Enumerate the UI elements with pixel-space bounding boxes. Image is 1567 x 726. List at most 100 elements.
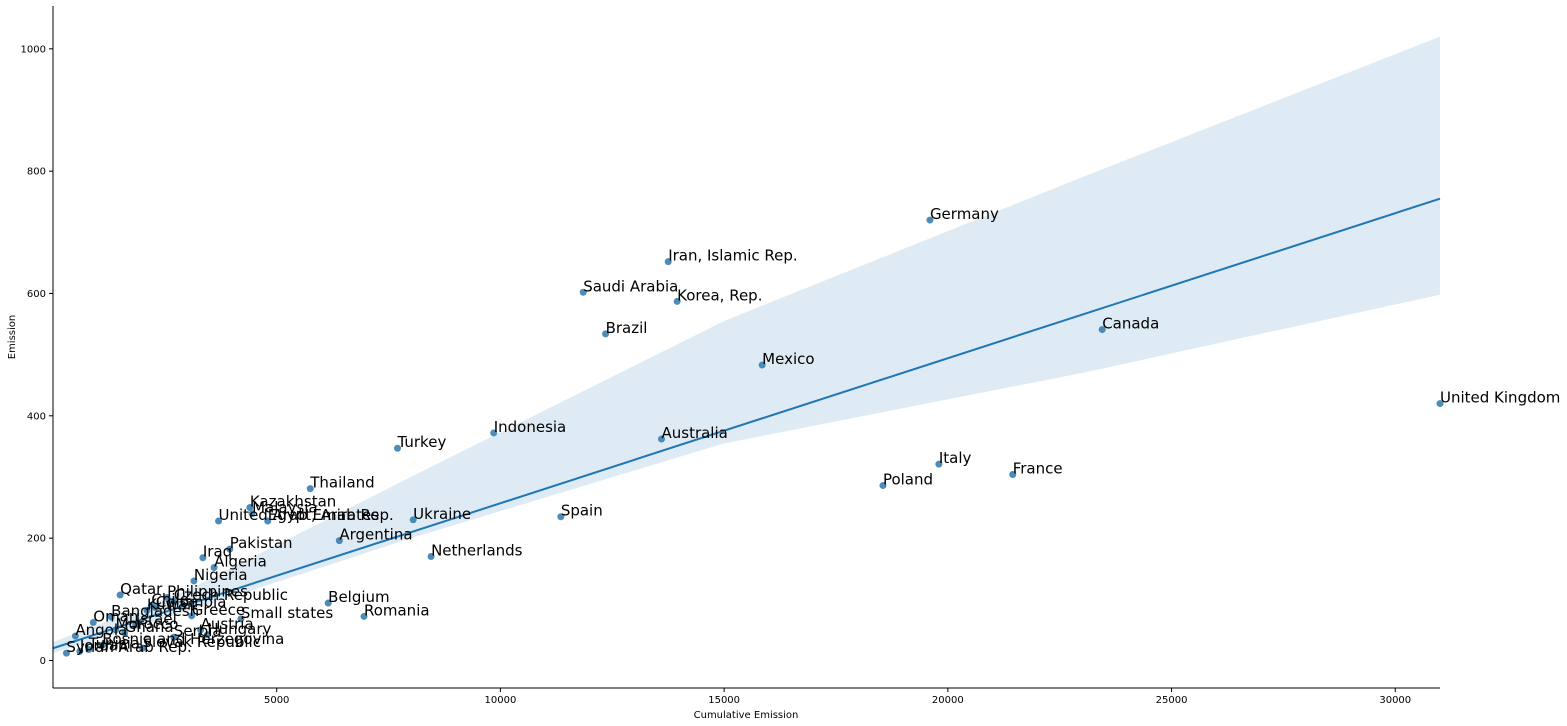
- data-point: [1009, 471, 1017, 479]
- y-tick-label: 400: [27, 411, 46, 422]
- point-label: Iraq: [203, 543, 232, 561]
- point-label: Kuwait: [147, 595, 197, 613]
- point-label: Hungary: [207, 620, 271, 638]
- data-point: [199, 554, 207, 562]
- point-label: Saudi Arabia: [583, 277, 678, 295]
- data-point: [360, 612, 368, 620]
- data-point: [237, 615, 245, 623]
- point-label: Canada: [1102, 315, 1159, 333]
- data-point: [116, 591, 124, 599]
- point-label: Turkey: [397, 433, 447, 451]
- data-point: [76, 647, 84, 655]
- data-point: [226, 545, 234, 553]
- point-label: Small states: [241, 604, 333, 622]
- point-label: Serbia: [174, 622, 222, 640]
- point-label: Nigeria: [194, 566, 248, 584]
- point-label: Brazil: [606, 319, 648, 337]
- point-label: Oman: [93, 608, 138, 626]
- data-point: [188, 612, 196, 620]
- point-label: Angola: [75, 621, 127, 639]
- x-tick-label: 20000: [932, 695, 964, 706]
- data-point: [579, 288, 587, 296]
- data-point: [1098, 326, 1106, 334]
- data-point: [170, 597, 178, 605]
- data-point: [306, 485, 314, 493]
- data-point: [926, 216, 934, 224]
- regression-line: [52, 197, 1441, 650]
- point-label: Czech Republic: [174, 586, 288, 604]
- point-label: Ukraine: [413, 505, 471, 523]
- point-label: Germany: [930, 205, 999, 223]
- confidence-band: [53, 36, 1440, 654]
- point-label: Slovak Republic: [142, 633, 261, 651]
- point-label: Austria: [201, 615, 254, 633]
- point-label: Tunisia: [88, 634, 140, 652]
- point-label: Egypt, Arab Rep.: [268, 506, 394, 524]
- y-tick-label: 0: [40, 656, 46, 667]
- data-point: [935, 460, 943, 468]
- data-point: [335, 537, 343, 545]
- data-point: [409, 516, 417, 524]
- data-point: [190, 577, 198, 585]
- point-label: Netherlands: [431, 541, 523, 559]
- x-tick-label: 5000: [264, 695, 289, 706]
- data-point: [170, 633, 178, 641]
- point-label: Greece: [192, 601, 245, 619]
- data-point: [264, 517, 272, 525]
- x-tick-label: 10000: [485, 695, 517, 706]
- data-point: [673, 297, 681, 305]
- point-label: Romania: [364, 601, 430, 619]
- ticks-layer: 5000 10000 15000 20000 25000 30000 0 200 400 600 8…: [21, 44, 1412, 706]
- axes-layer: [52, 6, 1440, 689]
- point-label: Israel: [136, 610, 177, 628]
- data-point: [121, 629, 129, 637]
- point-label: Indonesia: [494, 418, 567, 436]
- data-point: [657, 435, 665, 443]
- point-labels-layer: United Kingdom Germany Iran, Islamic Rep. S…: [66, 205, 1560, 656]
- data-point: [664, 258, 672, 266]
- point-label: Bangladesh: [111, 602, 199, 620]
- data-point: [758, 361, 766, 369]
- point-label: Iran, Islamic Rep.: [668, 247, 798, 265]
- data-point: [248, 510, 256, 518]
- data-point: [112, 626, 120, 634]
- data-point: [879, 482, 887, 490]
- data-point: [132, 621, 140, 629]
- point-label: Bosnia and Herzegovina: [102, 630, 284, 648]
- x-tick-label: 25000: [1156, 695, 1188, 706]
- regression-line-layer: [52, 197, 1441, 650]
- data-point: [85, 645, 93, 653]
- data-point: [324, 599, 332, 607]
- x-tick-label: 15000: [708, 695, 740, 706]
- x-axis-title: Cumulative Emission: [694, 710, 799, 721]
- point-label: Korea, Rep.: [677, 286, 762, 304]
- data-point: [147, 601, 155, 609]
- point-label: United Arab Emirates: [219, 506, 380, 524]
- point-label: Kazakhstan: [250, 493, 336, 511]
- data-point: [98, 641, 106, 649]
- point-label: Jordan: [79, 636, 128, 654]
- data-point: [197, 626, 205, 634]
- x-tick-label: 30000: [1379, 695, 1411, 706]
- y-tick-label: 600: [27, 289, 46, 300]
- data-point: [210, 564, 218, 572]
- data-point: [602, 330, 610, 338]
- data-point: [89, 619, 97, 627]
- confidence-band-layer: [53, 36, 1440, 654]
- point-label: Colombia: [156, 593, 227, 611]
- data-point: [62, 649, 70, 657]
- point-label: Thailand: [309, 474, 374, 492]
- point-label: Philippines: [167, 582, 248, 600]
- point-label: Qatar: [120, 580, 163, 598]
- y-axis-title: Emission: [7, 315, 18, 360]
- data-point: [138, 644, 146, 652]
- point-label: Morocco: [116, 615, 179, 633]
- point-label: Spain: [561, 502, 603, 520]
- y-tick-label: 800: [27, 167, 46, 178]
- point-label: Ghana: [125, 618, 174, 636]
- data-point: [203, 631, 211, 639]
- y-tick-label: 200: [27, 534, 46, 545]
- point-label: Chile: [151, 590, 189, 608]
- data-point: [215, 517, 223, 525]
